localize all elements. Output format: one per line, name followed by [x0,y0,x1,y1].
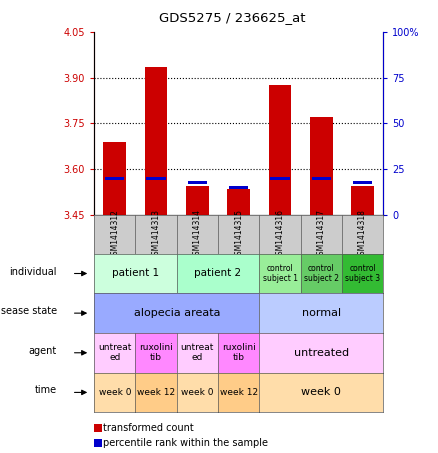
Text: control
subject 3: control subject 3 [345,264,380,283]
Bar [351,186,374,215]
Text: time: time [35,386,57,395]
Bar [312,177,331,180]
Bar [186,186,209,215]
Text: GSM1414318: GSM1414318 [358,209,367,260]
Text: untreat
ed: untreat ed [98,343,131,362]
Bar [229,186,248,189]
Text: individual: individual [10,266,57,276]
Text: control
subject 2: control subject 2 [304,264,339,283]
Text: untreat
ed: untreat ed [181,343,214,362]
Text: GSM1414313: GSM1414313 [152,209,161,260]
Bar [146,177,166,180]
Bar [188,181,207,183]
Text: week 0: week 0 [181,388,214,397]
Text: agent: agent [29,346,57,356]
Text: normal: normal [302,308,341,318]
Text: ruxolini
tib: ruxolini tib [222,343,256,362]
Text: alopecia areata: alopecia areata [134,308,220,318]
Bar [145,67,167,215]
Bar [270,177,290,180]
Text: GDS5275 / 236625_at: GDS5275 / 236625_at [159,11,305,24]
Text: control
subject 1: control subject 1 [262,264,297,283]
Text: ruxolini
tib: ruxolini tib [139,343,173,362]
Text: disease state: disease state [0,306,57,316]
Text: week 0: week 0 [99,388,131,397]
Text: GSM1414317: GSM1414317 [317,209,326,260]
Bar [310,117,332,215]
Text: transformed count: transformed count [103,423,194,433]
Text: percentile rank within the sample: percentile rank within the sample [103,438,268,448]
Text: GSM1414314: GSM1414314 [193,209,202,260]
Text: GSM1414316: GSM1414316 [276,209,285,260]
Text: GSM1414312: GSM1414312 [110,209,119,260]
Bar [105,177,124,180]
Text: patient 2: patient 2 [194,269,242,279]
Bar [353,181,372,183]
Text: untreated: untreated [294,348,349,358]
Text: week 0: week 0 [301,387,341,397]
Bar [268,85,291,215]
Bar [227,189,250,215]
Text: patient 1: patient 1 [112,269,159,279]
Text: GSM1414315: GSM1414315 [234,209,243,260]
Text: week 12: week 12 [137,388,175,397]
Text: week 12: week 12 [219,388,258,397]
Bar [103,142,126,215]
